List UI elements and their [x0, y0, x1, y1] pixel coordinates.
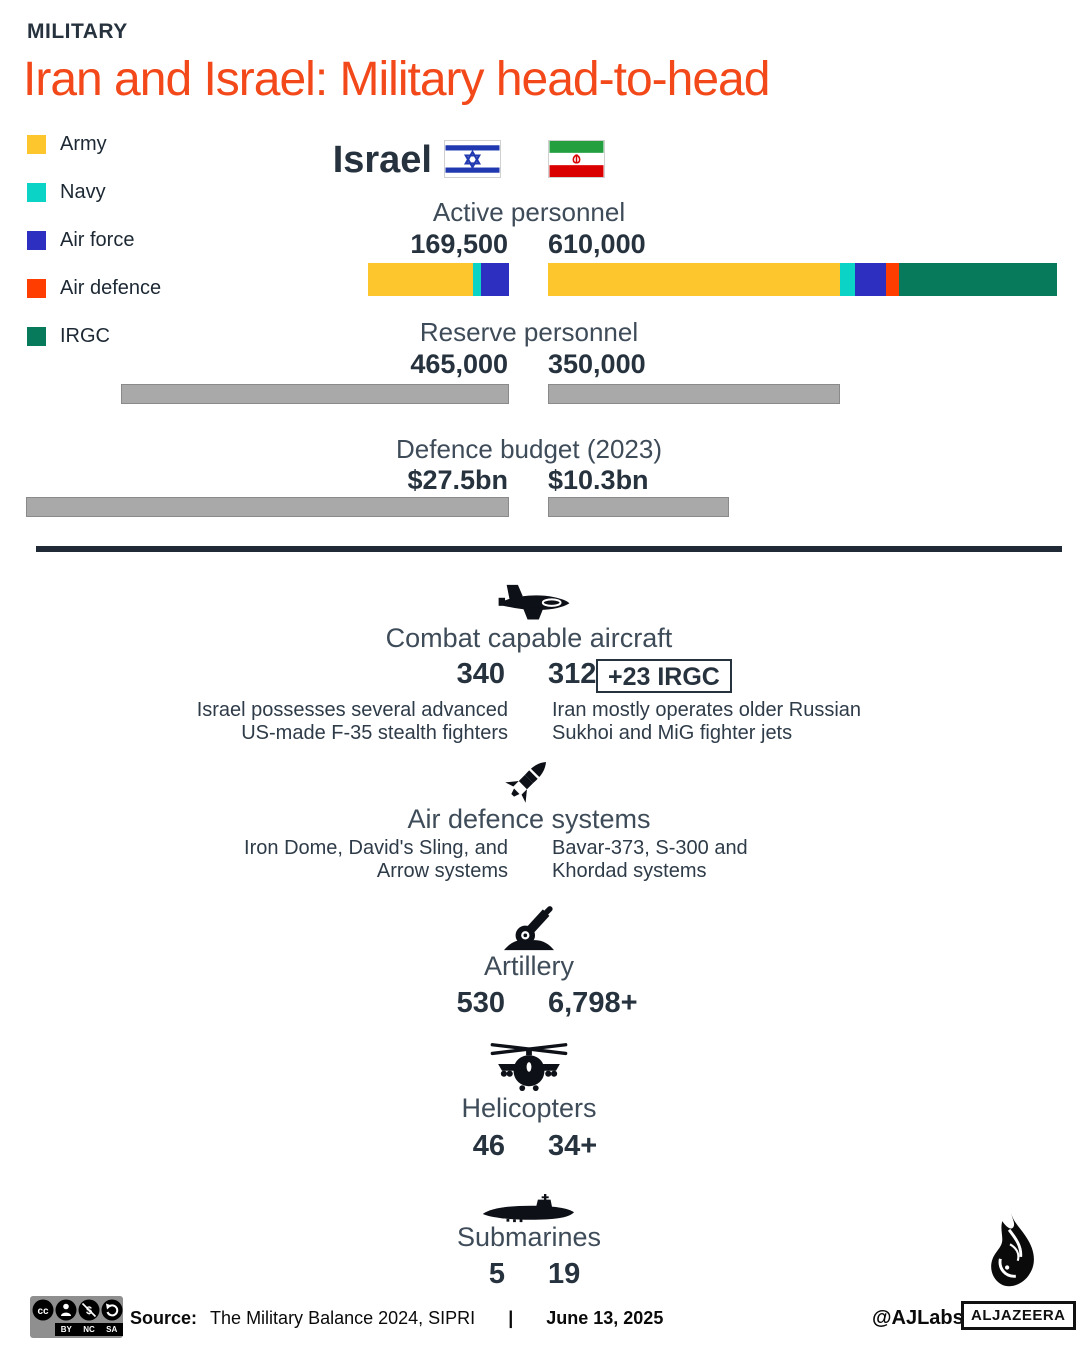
- submarines-value-israel: 5: [488, 1258, 505, 1290]
- cc-icon: cc: [32, 1299, 54, 1321]
- active-personnel-bar-israel: [368, 263, 509, 296]
- fighter-jet-icon: [497, 581, 571, 621]
- navy-swatch: [27, 183, 46, 202]
- air-defence-swatch: [27, 279, 46, 298]
- reserve-personnel-value-iran: 350,000: [548, 349, 646, 379]
- army-swatch: [27, 135, 46, 154]
- aircraft-title: Combat capable aircraft: [385, 623, 673, 653]
- air-defence-note-israel: Iron Dome, David's Sling, and Arrow syst…: [244, 837, 508, 882]
- defence-budget-bar-israel: [26, 497, 509, 517]
- aircraft-note-israel: Israel possesses several advanced US-mad…: [196, 699, 508, 744]
- source-text: The Military Balance 2024, SIPRI: [210, 1308, 476, 1328]
- reserve-personnel-bar-iran: [548, 384, 840, 404]
- air-force-swatch: [27, 231, 46, 250]
- ajlabs-credit: @AJLabs: [872, 1307, 964, 1329]
- cc-by-label: BY: [60, 1325, 72, 1334]
- aircraft-value-israel: 340: [456, 658, 505, 690]
- cc-nc-label: NC: [83, 1325, 95, 1334]
- legend-item-air-force: Air force: [27, 229, 161, 252]
- bar-segment-air_force: [480, 263, 509, 296]
- cc-license-badge: cc $ BY NC SA: [30, 1296, 123, 1338]
- legend-label: Army: [60, 133, 107, 155]
- israel-flag-icon: [444, 140, 501, 178]
- iran-flag-icon: [548, 140, 605, 178]
- aljazeera-flame-logo: [982, 1212, 1040, 1294]
- reserve-personnel-bar-israel: [121, 384, 509, 404]
- bar-segment-irgc: [898, 263, 1057, 296]
- bar-segment-navy: [840, 263, 856, 296]
- irgc-swatch: [27, 327, 46, 346]
- legend-item-army: Army: [27, 133, 161, 156]
- kicker: MILITARY: [27, 20, 128, 43]
- svg-text:cc: cc: [37, 1306, 49, 1317]
- air-defence-note-iran: Bavar-373, S-300 and Khordad systems: [552, 837, 748, 882]
- page-title: Iran and Israel: Military head-to-head: [23, 53, 770, 106]
- submarine-icon: [480, 1194, 578, 1224]
- section-divider: [36, 546, 1062, 552]
- legend: Army Navy Air force Air defence IRGC: [27, 133, 161, 348]
- israel-header: Israel: [332, 139, 432, 181]
- submarines-title: Submarines: [456, 1222, 602, 1252]
- cc-sa-arrow-icon: [101, 1299, 123, 1321]
- defence-budget-value-israel: $27.5bn: [407, 465, 508, 495]
- legend-item-air-defence: Air defence: [27, 277, 161, 300]
- helicopters-value-israel: 46: [472, 1130, 505, 1162]
- cc-by-person-icon: [55, 1299, 77, 1321]
- defence-budget-bar-iran: [548, 497, 729, 517]
- legend-label: Air force: [60, 229, 135, 251]
- cc-nc-dollar-icon: $: [78, 1299, 100, 1321]
- source-line: Source: The Military Balance 2024, SIPRI…: [130, 1308, 663, 1329]
- legend-item-navy: Navy: [27, 181, 161, 204]
- reserve-personnel-value-israel: 465,000: [410, 349, 508, 379]
- active-personnel-value-iran: 610,000: [548, 229, 646, 259]
- missile-icon: [504, 753, 554, 805]
- legend-label: Navy: [60, 181, 106, 203]
- artillery-title: Artillery: [483, 951, 574, 981]
- separator: |: [508, 1308, 514, 1328]
- bar-segment-air_defence: [886, 263, 899, 296]
- active-personnel-value-israel: 169,500: [410, 229, 508, 259]
- artillery-cannon-icon: [502, 902, 556, 952]
- source-label: Source:: [130, 1308, 198, 1328]
- cc-by-nc-sa-labels: BY NC SA: [55, 1323, 123, 1336]
- active-personnel-bar-iran: [548, 263, 1057, 296]
- cc-sa-label: SA: [106, 1325, 118, 1334]
- active-personnel-title: Active personnel: [432, 197, 626, 227]
- bar-segment-army: [548, 263, 841, 296]
- defence-budget-value-iran: $10.3bn: [548, 465, 649, 495]
- defence-budget-title: Defence budget (2023): [396, 434, 662, 464]
- artillery-value-iran: 6,798+: [548, 987, 638, 1019]
- artillery-value-israel: 530: [456, 987, 505, 1019]
- aljazeera-wordmark: ALJAZEERA: [961, 1301, 1076, 1330]
- helicopters-title: Helicopters: [461, 1093, 597, 1123]
- reserve-personnel-title: Reserve personnel: [419, 317, 639, 347]
- bar-segment-army: [368, 263, 473, 296]
- bar-segment-air_force: [855, 263, 887, 296]
- air-defence-title: Air defence systems: [407, 804, 651, 834]
- aircraft-note-iran: Iran mostly operates older Russian Sukho…: [552, 699, 862, 744]
- aircraft-value-iran: 312: [548, 658, 597, 690]
- helicopters-value-iran: 34+: [548, 1130, 598, 1162]
- bar-segment-navy: [472, 263, 481, 296]
- submarines-value-iran: 19: [548, 1258, 581, 1290]
- date-text: June 13, 2025: [546, 1308, 664, 1328]
- legend-label: Air defence: [60, 277, 162, 299]
- attack-helicopter-icon: [490, 1038, 568, 1092]
- legend-label: IRGC: [60, 325, 110, 347]
- irgc-extra-badge: +23 IRGC: [596, 659, 732, 693]
- legend-item-irgc: IRGC: [27, 325, 161, 348]
